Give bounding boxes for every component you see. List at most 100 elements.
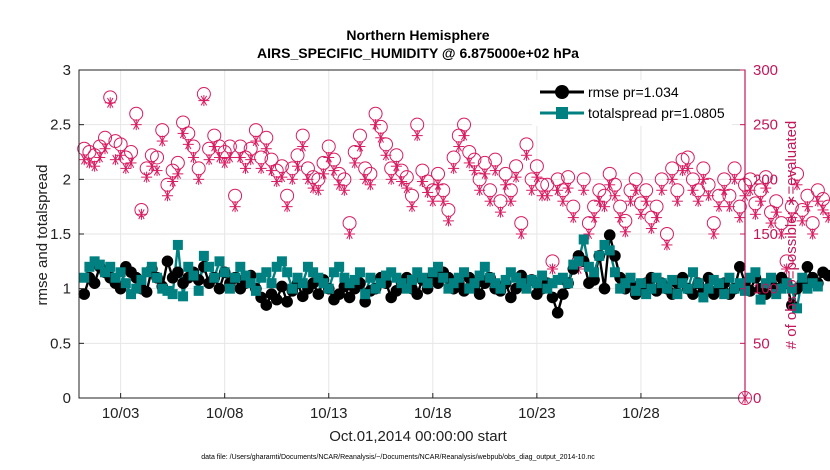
totalspread-point xyxy=(79,272,90,283)
rmse-point xyxy=(140,286,153,298)
obs-evaluated-point xyxy=(807,228,819,240)
obs-evaluated-point xyxy=(619,226,631,238)
rmse-point xyxy=(78,288,91,300)
totalspread-point xyxy=(698,292,709,303)
totalspread-point xyxy=(261,267,272,278)
obs-evaluated-point xyxy=(635,208,647,220)
obs-evaluated-point xyxy=(161,190,173,202)
totalspread-point xyxy=(230,272,241,283)
totalspread-point xyxy=(641,289,652,300)
obs-evaluated-point xyxy=(349,157,361,169)
obs-evaluated-point xyxy=(562,182,574,194)
obs-evaluated-point xyxy=(396,176,408,188)
totalspread-point xyxy=(781,278,792,289)
obs-evaluated-point xyxy=(770,206,782,218)
obs-possible-point xyxy=(368,106,383,121)
totalspread-point xyxy=(422,278,433,289)
obs-evaluated-point xyxy=(578,184,590,196)
obs-evaluated-point xyxy=(755,195,767,207)
obs-possible-point xyxy=(727,161,742,176)
totalspread-point xyxy=(141,267,152,278)
totalspread-point xyxy=(235,261,246,272)
obs-possible-point xyxy=(295,128,310,143)
obs-evaluated-point xyxy=(765,217,777,229)
obs-possible-point xyxy=(493,194,508,209)
totalspread-point xyxy=(568,259,579,270)
totalspread-point xyxy=(557,272,568,283)
totalspread-point xyxy=(729,283,740,294)
totalspread-point xyxy=(443,283,454,294)
totalspread-point xyxy=(651,272,662,283)
obs-evaluated-point xyxy=(104,97,116,109)
obs-possible-point xyxy=(519,137,534,152)
totalspread-point xyxy=(276,256,287,267)
obs-evaluated-point xyxy=(354,141,366,153)
x-tick-label: 10/18 xyxy=(414,405,452,422)
y-right-tick-label: 300 xyxy=(753,62,778,79)
totalspread-point xyxy=(334,261,345,272)
totalspread-point xyxy=(604,245,615,256)
totalspread-point xyxy=(365,272,376,283)
obs-evaluated-point xyxy=(588,212,600,224)
totalspread-point xyxy=(282,267,293,278)
y-tick-label: 1.5 xyxy=(50,226,71,243)
totalspread-point xyxy=(526,274,537,285)
chart-subtitle: AIRS_SPECIFIC_HUMIDITY @ 6.875000e+02 hP… xyxy=(257,45,579,61)
totalspread-point xyxy=(802,283,813,294)
series-markers xyxy=(78,229,830,319)
totalspread-point xyxy=(542,283,553,294)
totalspread-point xyxy=(209,272,220,283)
totalspread-point xyxy=(131,283,142,294)
obs-evaluated-point xyxy=(687,184,699,196)
totalspread-point xyxy=(354,267,365,278)
totalspread-point xyxy=(256,272,267,283)
obs-evaluated-point xyxy=(89,160,101,172)
totalspread-point xyxy=(380,270,391,281)
totalspread-point xyxy=(183,261,194,272)
obs-evaluated-point xyxy=(822,212,830,224)
obs-evaluated-point xyxy=(167,176,179,188)
obs-evaluated-point xyxy=(328,165,340,177)
rmse-point xyxy=(733,261,746,273)
obs-evaluated-point xyxy=(146,160,158,172)
x-axis-ticks: 10/03 10/08 10/13 10/18 10/23 10/28 xyxy=(102,393,660,422)
rmse-point xyxy=(801,261,814,273)
obs-evaluated-point xyxy=(177,127,189,139)
obs-evaluated-point xyxy=(135,208,147,220)
rmse-point xyxy=(473,288,486,300)
totalspread-point xyxy=(136,274,147,285)
totalspread-point xyxy=(250,285,261,296)
obs-evaluated-point xyxy=(609,190,621,202)
x-axis-label: Oct.01,2014 00:00:00 start xyxy=(329,428,507,445)
obs-evaluated-point xyxy=(749,208,761,220)
totalspread-point xyxy=(750,267,761,278)
obs-evaluated-point xyxy=(442,215,454,227)
totalspread-point xyxy=(578,234,589,245)
obs-possible-point xyxy=(514,216,529,231)
totalspread-point xyxy=(724,272,735,283)
totalspread-point xyxy=(245,278,256,289)
obs-evaluated-point xyxy=(120,162,132,174)
obs-evaluated-point xyxy=(302,173,314,185)
legend: rmse pr=1.034 totalspread pr=1.0805 xyxy=(532,80,732,126)
obs-evaluated-point xyxy=(406,201,418,213)
totalspread-point xyxy=(745,272,756,283)
totalspread-point xyxy=(505,267,516,278)
obs-evaluated-point xyxy=(666,173,678,185)
totalspread-point xyxy=(318,278,329,289)
obs-possible-point xyxy=(696,161,711,176)
obs-evaluated-point xyxy=(255,162,267,174)
obs-evaluated-point xyxy=(187,151,199,163)
obs-evaluated-point xyxy=(266,165,278,177)
obs-possible-point xyxy=(290,148,305,163)
obs-evaluated-point xyxy=(229,201,241,213)
totalspread-point xyxy=(734,278,745,289)
obs-possible-point xyxy=(259,130,274,145)
totalspread-point xyxy=(583,261,594,272)
obs-possible-point xyxy=(706,216,721,231)
obs-evaluated-point xyxy=(323,151,335,163)
obs-evaluated-point xyxy=(375,132,387,144)
obs-evaluated-point xyxy=(198,95,210,107)
obs-evaluated-point xyxy=(531,171,543,183)
